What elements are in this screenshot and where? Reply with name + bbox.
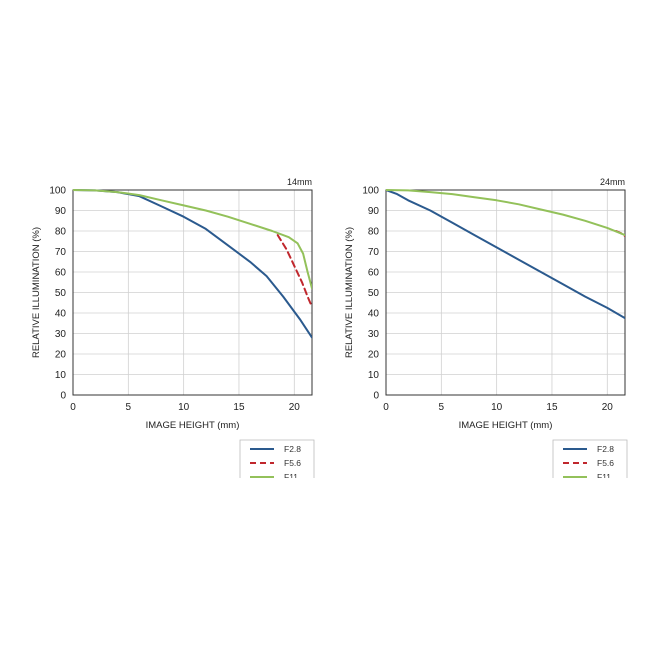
x-tick-label: 20: [289, 402, 301, 413]
x-tick-label: 5: [126, 402, 132, 413]
y-tick-label: 70: [368, 247, 380, 258]
legend-label: F11: [597, 472, 611, 482]
legend-label: F5.6: [284, 458, 301, 468]
y-tick-label: 20: [368, 350, 380, 361]
y-axis-label: RELATIVE ILLUMINATION (%): [31, 227, 42, 358]
y-tick-label: 10: [55, 370, 67, 381]
y-tick-label: 100: [49, 186, 66, 197]
legend-label: F2.8: [284, 444, 301, 454]
x-axis-label: IMAGE HEIGHT (mm): [459, 420, 553, 431]
y-tick-label: 10: [368, 370, 380, 381]
x-tick-label: 15: [546, 402, 558, 413]
x-axis-label: IMAGE HEIGHT (mm): [146, 420, 240, 431]
y-tick-label: 0: [373, 391, 379, 402]
series-line-f28: [386, 189, 625, 320]
y-tick-label: 30: [368, 329, 380, 340]
y-tick-label: 100: [362, 186, 379, 197]
y-tick-label: 50: [55, 288, 67, 299]
series-line-f56: [276, 234, 312, 308]
chart-title: 24mm: [600, 177, 625, 187]
x-tick-label: 0: [70, 402, 76, 413]
y-tick-label: 60: [368, 268, 380, 279]
y-tick-label: 90: [368, 206, 380, 217]
y-tick-label: 40: [368, 309, 380, 320]
plot-frame: [385, 189, 626, 396]
y-axis-label: RELATIVE ILLUMINATION (%): [344, 227, 355, 358]
chart-14mm: 0 10 20 30 40 50 60 70 80 90 100 0 5 10 15 20 IMAGE HEIG…: [31, 177, 315, 482]
y-tick-label: 80: [55, 227, 67, 238]
y-tick-label: 0: [60, 391, 66, 402]
legend-label: F2.8: [597, 444, 614, 454]
y-tick-label: 60: [55, 268, 67, 279]
x-tick-label: 20: [602, 402, 614, 413]
y-tick-label: 30: [55, 329, 67, 340]
series-line-f11: [386, 189, 625, 237]
x-tick-label: 10: [491, 402, 503, 413]
y-tick-label: 50: [368, 288, 380, 299]
series-line-f11: [73, 189, 312, 290]
legend: F2.8 F5.6 F11: [552, 439, 628, 482]
x-tick-label: 5: [439, 402, 445, 413]
y-tick-label: 90: [55, 206, 67, 217]
legend-label: F5.6: [597, 458, 614, 468]
x-tick-label: 0: [383, 402, 389, 413]
x-tick-label: 10: [178, 402, 190, 413]
series-line-f28: [73, 189, 312, 339]
chart-24mm: 0 10 20 30 40 50 60 70 80 90 100 0 5 10 15 20 IMAGE HEIG…: [344, 177, 628, 482]
chart-title: 14mm: [287, 177, 312, 187]
plot-frame: [72, 189, 313, 396]
y-tick-label: 70: [55, 247, 67, 258]
y-tick-label: 20: [55, 350, 67, 361]
y-tick-label: 80: [368, 227, 380, 238]
legend: F2.8 F5.6 F11: [239, 439, 315, 482]
x-tick-label: 15: [233, 402, 245, 413]
legend-label: F11: [284, 472, 298, 482]
y-tick-label: 40: [55, 309, 67, 320]
